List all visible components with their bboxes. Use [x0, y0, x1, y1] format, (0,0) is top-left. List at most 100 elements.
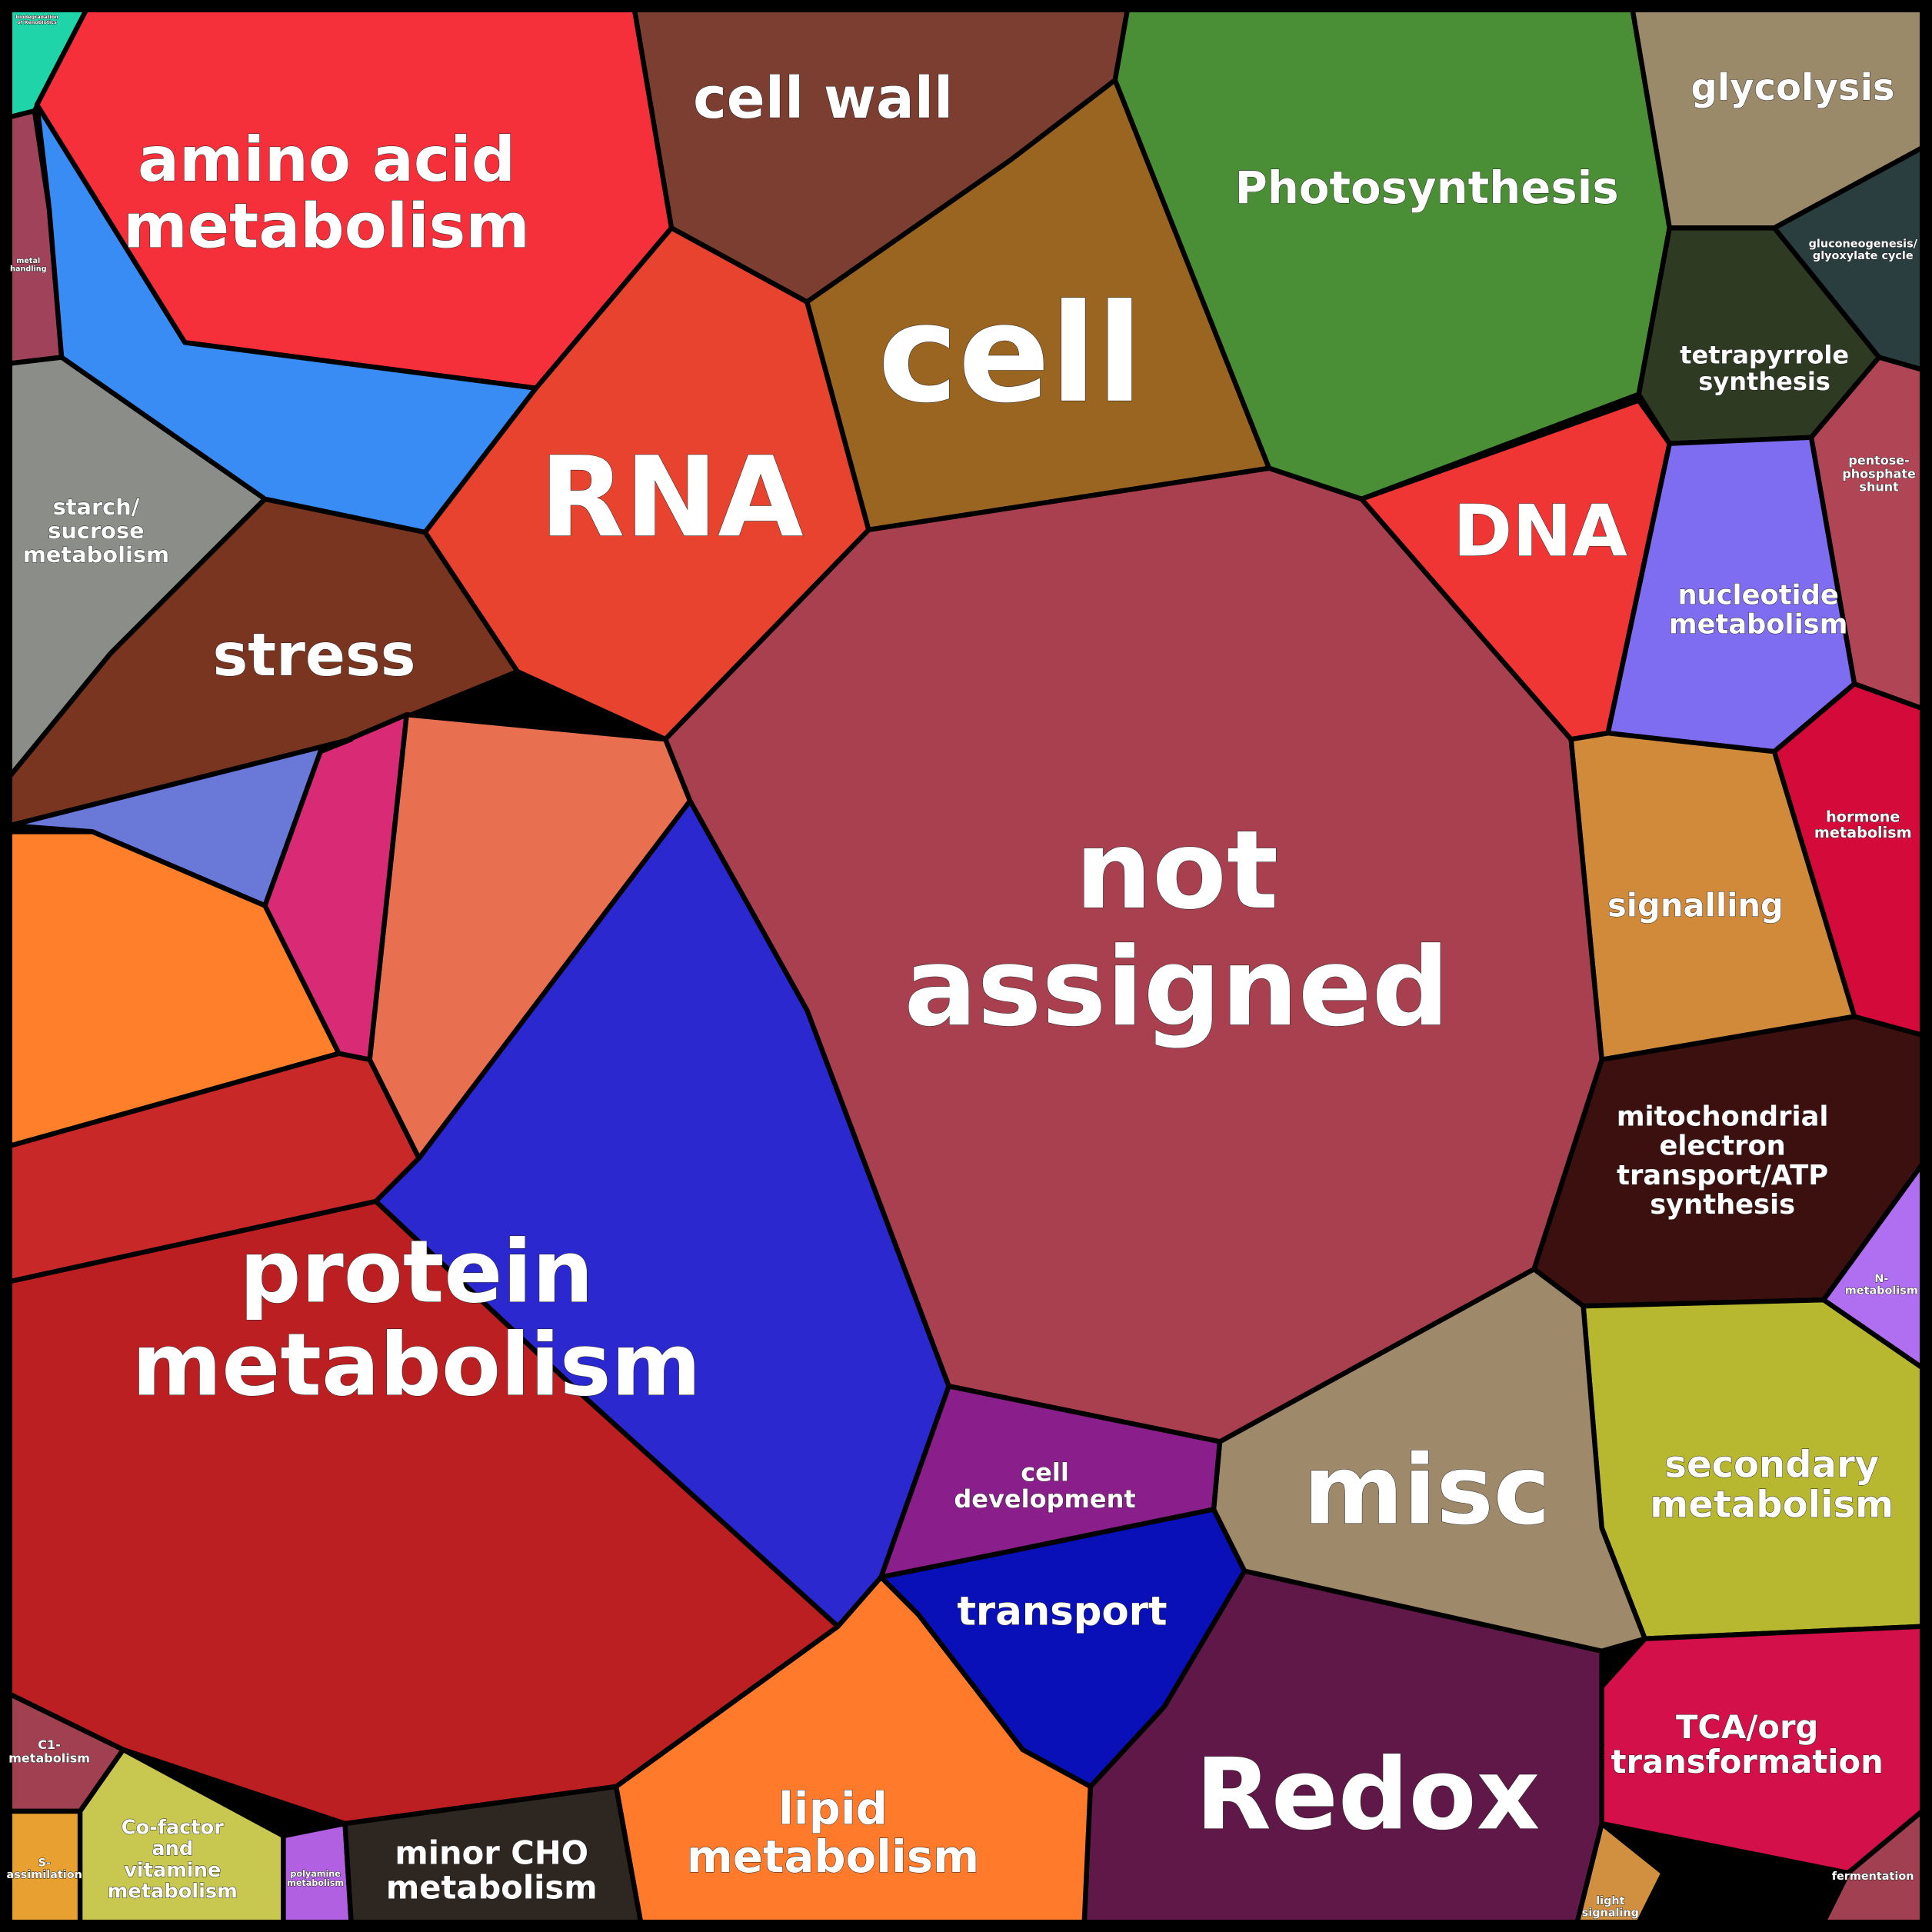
region-label: C1-metabolism [8, 1737, 91, 1765]
region-label: glycolysis [1690, 65, 1895, 109]
label-line: electron [1660, 1131, 1786, 1162]
label-line: transport/ATP [1617, 1160, 1828, 1191]
region-label: signalling [1607, 886, 1784, 924]
label-line: Photosynthesis [1235, 162, 1619, 214]
label-line: starch/ [53, 494, 140, 520]
region-label: cell [878, 274, 1144, 433]
label-line: gluconeogenesis/ [1809, 238, 1918, 250]
label-line: transport [957, 1589, 1167, 1635]
label-line: minor CHO [395, 1834, 588, 1872]
label-line: glycolysis [1690, 66, 1894, 109]
label-line: assimilation [6, 1869, 82, 1881]
label-line: misc [1303, 1435, 1550, 1547]
label-line: metabolism [23, 541, 169, 568]
label-line: biodegradation [15, 14, 58, 20]
label-line: glyoxylate cycle [1813, 250, 1914, 262]
label-line: tetrapyrrole [1680, 340, 1849, 369]
label-line: signalling [1607, 887, 1784, 924]
label-line: fermentation [1832, 1870, 1914, 1883]
region-label: N-metabolism [1844, 1273, 1918, 1298]
region-label: transport [957, 1588, 1168, 1635]
label-line: metabolism [687, 1830, 979, 1883]
label-line: pentose- [1848, 453, 1909, 468]
label-line: DNA [1453, 489, 1627, 572]
label-line: of Xenobiotics [17, 19, 57, 25]
label-line: Co-factor [122, 1817, 225, 1840]
label-line: metabolism [132, 1316, 701, 1416]
label-line: metabolism [386, 1869, 598, 1907]
label-line: phosphate [1842, 466, 1916, 481]
label-line: metabolism [1814, 824, 1912, 841]
region-label: Photosynthesis [1234, 161, 1619, 214]
label-line: Redox [1195, 1737, 1540, 1852]
label-line: TCA/org [1676, 1708, 1818, 1746]
label-line: handling [10, 265, 46, 274]
region-label: Redox [1195, 1737, 1541, 1853]
label-line: vitamine [124, 1859, 221, 1882]
label-line: light [1596, 1895, 1624, 1907]
label-line: mitochondrial [1617, 1101, 1829, 1133]
label-line: metabolism [287, 1878, 344, 1888]
label-line: secondary [1664, 1444, 1879, 1487]
label-line: assigned [904, 924, 1449, 1051]
label-line: C1- [38, 1737, 61, 1752]
label-line: development [954, 1484, 1135, 1514]
label-line: metabolism [108, 1880, 238, 1904]
region-label: S-assimilation [6, 1857, 82, 1882]
label-line: lipid [778, 1783, 888, 1835]
region [1820, 1808, 1925, 1925]
region-label: fermentation [1831, 1870, 1914, 1883]
label-line: polyamine [290, 1869, 341, 1879]
label-line: synthesis [1698, 367, 1830, 396]
label-line: cell wall [693, 66, 953, 132]
region-label: cell wall [693, 66, 954, 132]
label-line: sucrose [48, 518, 145, 544]
label-line: cell [1021, 1457, 1069, 1487]
label-line: signaling [1582, 1907, 1639, 1920]
region-label: RNA [539, 433, 804, 563]
region-label: DNA [1453, 489, 1628, 573]
label-line: metal [16, 257, 40, 265]
label-line: RNA [539, 433, 803, 562]
label-line: amino acid [138, 124, 515, 195]
label-line: hormone [1826, 808, 1900, 825]
label-line: cell [878, 275, 1143, 433]
region-label: stress [212, 621, 416, 691]
label-line: N- [1874, 1273, 1888, 1285]
label-line: synthesis [1650, 1189, 1795, 1221]
region-label: misc [1303, 1434, 1551, 1547]
region [7, 1051, 421, 1284]
label-line: metabolism [123, 191, 530, 262]
label-line: nucleotide [1677, 580, 1838, 611]
region [342, 1784, 644, 1925]
label-line: metabolism [1650, 1484, 1894, 1527]
label-line: stress [212, 621, 415, 690]
label-line: shunt [1859, 480, 1899, 495]
label-line: metabolism [1669, 609, 1848, 641]
label-line: protein [239, 1222, 594, 1322]
label-line: S- [38, 1857, 50, 1870]
label-line: transformation [1611, 1743, 1884, 1780]
label-line: metabolism [8, 1750, 90, 1765]
label-line: and [152, 1837, 193, 1860]
label-line: metabolism [1845, 1285, 1918, 1297]
region [7, 829, 341, 1149]
